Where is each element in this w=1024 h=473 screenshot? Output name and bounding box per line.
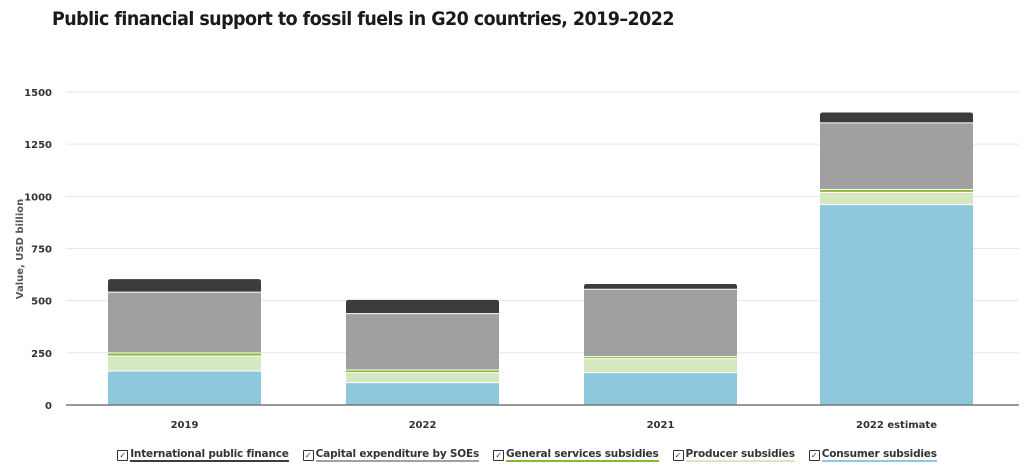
legend-item-international-public-finance[interactable]: ✓ International public finance <box>117 445 289 465</box>
bar-segment <box>346 299 499 314</box>
y-tick-label: 1250 <box>24 140 52 151</box>
bar-segment <box>346 369 499 373</box>
bar-segment <box>108 353 261 356</box>
legend-label: Consumer subsidies <box>821 448 937 462</box>
x-tick-label: 2022 estimate <box>856 420 937 431</box>
bar-segment <box>820 122 973 190</box>
y-tick-label: 1500 <box>24 88 52 99</box>
y-axis-label: Value, USD billion <box>15 199 26 300</box>
bar-stack <box>584 283 737 405</box>
checkbox-icon[interactable]: ✓ <box>808 449 820 461</box>
y-tick-label: 250 <box>31 349 52 360</box>
bar-segment <box>820 112 973 123</box>
bar-stack <box>108 279 261 405</box>
x-axis-ticks: 2019 2022 2021 2022 estimate <box>171 420 938 431</box>
x-tick-label: 2019 <box>171 420 199 431</box>
stacked-bar-chart: 0 250 500 750 1000 1250 1500 Value, USD billio… <box>15 88 1019 431</box>
legend-item-capital-expenditure-by-soes[interactable]: ✓ Capital expenditure by SOEs <box>302 445 480 465</box>
legend-label: Producer subsidies <box>685 448 795 462</box>
bar-segment <box>584 356 737 359</box>
bar-stack <box>820 112 973 405</box>
bar-segment <box>108 370 261 405</box>
legend: ✓ International public finance ✓ Capital… <box>0 445 1024 465</box>
bar-segment <box>584 283 737 290</box>
y-tick-label: 0 <box>45 401 52 412</box>
bars <box>108 112 973 405</box>
checkbox-icon[interactable]: ✓ <box>117 449 129 461</box>
x-tick-label: 2022 <box>409 420 437 431</box>
bar-segment <box>108 292 261 354</box>
bar-segment <box>820 204 973 405</box>
legend-item-general-services-subsidies[interactable]: ✓ General services subsidies <box>493 445 659 465</box>
bar-stack <box>346 299 499 405</box>
bar-segment <box>108 355 261 371</box>
checkbox-icon[interactable]: ✓ <box>493 449 505 461</box>
checkbox-icon[interactable]: ✓ <box>672 449 684 461</box>
bar-segment <box>820 192 973 205</box>
bar-segment <box>346 382 499 405</box>
legend-label: General services subsidies <box>506 448 659 462</box>
legend-label: Capital expenditure by SOEs <box>315 448 480 462</box>
y-axis-ticks: 0 250 500 750 1000 1250 1500 <box>24 88 52 412</box>
legend-item-consumer-subsidies[interactable]: ✓ Consumer subsidies <box>808 445 937 465</box>
bar-segment <box>584 358 737 373</box>
y-tick-label: 500 <box>31 297 52 308</box>
bar-segment <box>584 289 737 357</box>
bar-segment <box>346 372 499 383</box>
bar-segment <box>108 279 261 293</box>
bar-segment <box>820 189 973 193</box>
bar-segment <box>346 313 499 370</box>
y-tick-label: 750 <box>31 245 52 256</box>
legend-item-producer-subsidies[interactable]: ✓ Producer subsidies <box>672 445 795 465</box>
chart-title: Public financial support to fossil fuels… <box>52 8 675 30</box>
x-tick-label: 2021 <box>647 420 675 431</box>
y-tick-label: 1000 <box>24 192 52 203</box>
bar-segment <box>584 372 737 405</box>
legend-label: International public finance <box>130 448 289 462</box>
checkbox-icon[interactable]: ✓ <box>302 449 314 461</box>
